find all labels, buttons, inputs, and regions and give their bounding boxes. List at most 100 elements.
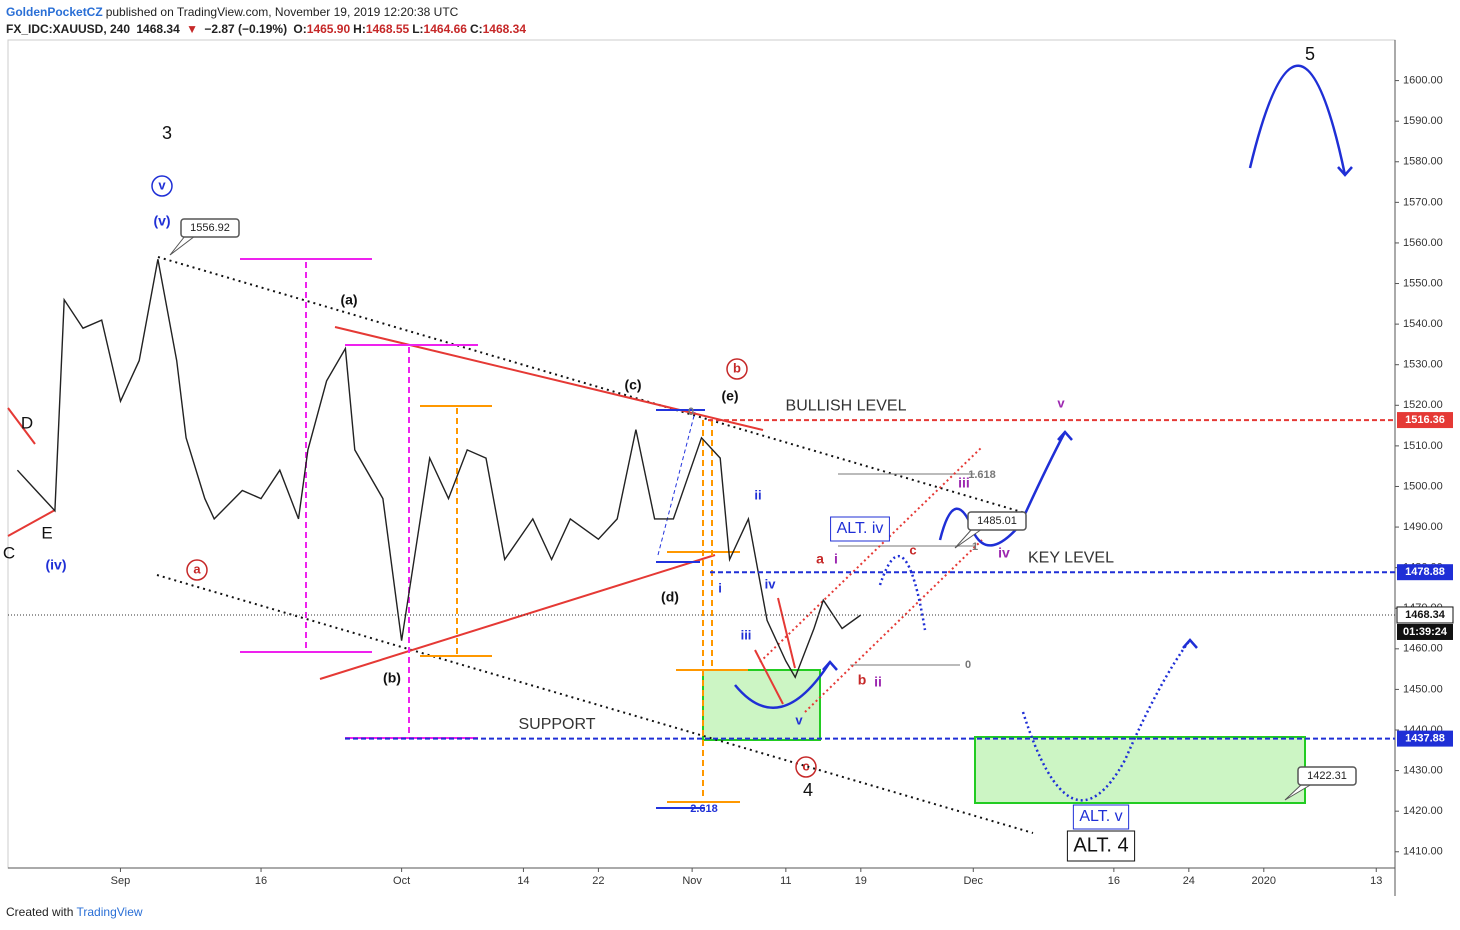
- wave-label: ii: [874, 674, 882, 690]
- ohlc-value: 1464.66: [423, 22, 467, 36]
- trendline: [156, 574, 1034, 834]
- wave-label: (e): [721, 388, 738, 404]
- alt-target-zone: [974, 736, 1306, 804]
- x-tick-label: Dec: [963, 875, 983, 887]
- wave-label: 5: [1305, 44, 1315, 64]
- arrow-head: [822, 660, 838, 671]
- x-tick-label: 24: [1183, 875, 1195, 887]
- x-tick-label: Sep: [111, 875, 131, 887]
- price-tag: [1397, 564, 1453, 581]
- y-tick-label: 1520.00: [1403, 399, 1443, 411]
- wave-label: ALT. iv: [837, 520, 884, 537]
- triangle-line: [777, 597, 796, 669]
- y-tick-label: 1510.00: [1403, 440, 1443, 452]
- price-tag-label: 1516.36: [1405, 414, 1445, 426]
- wave-label: a: [816, 551, 824, 567]
- wave-label: (a): [340, 292, 357, 308]
- trendline: [157, 256, 1026, 514]
- callout-box: [1297, 766, 1357, 786]
- footer-brand[interactable]: TradingView: [76, 905, 143, 919]
- price-tag: [1396, 606, 1454, 624]
- wave-label: c: [909, 542, 916, 557]
- header-line-1: GoldenPocketCZ published on TradingView.c…: [6, 5, 461, 19]
- level-label: KEY LEVEL: [1028, 549, 1114, 566]
- triangle-line: [319, 554, 716, 680]
- wave-circle: [726, 358, 748, 380]
- y-tick-label: 1570.00: [1403, 196, 1443, 208]
- wave-label: 1.618: [968, 469, 996, 481]
- wave-label: ALT. 4: [1073, 834, 1128, 856]
- callout-pointer: [169, 235, 196, 256]
- wave-label: i: [834, 551, 838, 567]
- y-tick-label: 1530.00: [1403, 359, 1443, 371]
- ohlc-value: 1468.34: [482, 22, 526, 36]
- ohlc-label: H:: [353, 22, 366, 36]
- wave-label: (c): [624, 377, 641, 393]
- wave-circle: [795, 756, 817, 778]
- wave-label: b: [733, 360, 741, 375]
- wave-label: c: [802, 758, 809, 773]
- channel-line: [804, 539, 983, 713]
- label-box: [830, 516, 890, 542]
- y-tick-label: 1460.00: [1403, 643, 1443, 655]
- wave-label: iii: [741, 627, 752, 642]
- ohlc: O:1465.90 H:1468.55 L:1464.66 C:1468.34: [293, 22, 529, 36]
- wave-label: iv: [765, 576, 777, 591]
- countdown: 01:39:24: [1403, 626, 1448, 638]
- y-tick-label: 1540.00: [1403, 318, 1443, 330]
- wave-label: (v): [153, 213, 170, 229]
- wave-label: v: [1057, 395, 1065, 410]
- y-tick-label: 1450.00: [1403, 683, 1443, 695]
- wave-label: 0: [965, 659, 971, 671]
- x-tick-label: 22: [592, 875, 604, 887]
- x-tick-label: 19: [855, 875, 867, 887]
- footer: Created with TradingView: [6, 905, 143, 919]
- wave-label: D: [21, 413, 33, 432]
- header-line-2: FX_IDC:XAUUSD, 240 1468.34 ▼ −2.87 (−0.1…: [6, 22, 532, 36]
- footer-text: Created with: [6, 905, 74, 919]
- y-tick-label: 1410.00: [1403, 846, 1443, 858]
- level-label: SUPPORT: [518, 716, 595, 733]
- price-tag: [1397, 412, 1453, 429]
- price-tag-label: 1468.34: [1405, 609, 1446, 621]
- y-tick-label: 1580.00: [1403, 156, 1443, 168]
- wave-circle: [186, 559, 208, 581]
- published: published on TradingView.com, November 1…: [105, 5, 459, 19]
- author: GoldenPocketCZ: [6, 5, 103, 19]
- callout-label: 1422.31: [1307, 770, 1347, 782]
- label-box: [1066, 830, 1136, 862]
- x-tick-label: Nov: [682, 875, 702, 887]
- wave-label: 0: [688, 406, 694, 418]
- ohlc-value: 1465.90: [306, 22, 351, 36]
- triangle-line: [754, 649, 784, 705]
- price-tag-label: 1437.88: [1405, 733, 1445, 745]
- ohlc-label: L:: [412, 22, 424, 36]
- callout-pointer: [954, 528, 983, 549]
- wave-label: iv: [998, 545, 1010, 561]
- fib-diagonal: [657, 411, 696, 556]
- price-tag-label: 1478.88: [1405, 566, 1445, 578]
- arrow-head: [1057, 430, 1073, 441]
- change-arrow: ▼: [186, 22, 198, 36]
- arrow-head: [1337, 166, 1353, 177]
- x-tick-label: 14: [517, 875, 529, 887]
- wave-label: (iv): [46, 557, 67, 573]
- channel-line: [759, 446, 983, 663]
- wave-label: ALT. v: [1079, 808, 1122, 825]
- change: −2.87 (−0.19%): [204, 22, 288, 36]
- wave-label: (d): [661, 589, 679, 605]
- wave-label: C: [3, 543, 15, 562]
- wave-label: v: [795, 712, 803, 727]
- wave-label: (b): [383, 670, 401, 686]
- symbol: FX_IDC:XAUUSD, 240: [6, 22, 131, 36]
- triangle-line: [7, 407, 36, 445]
- x-tick-label: 11: [780, 875, 791, 887]
- y-tick-label: 1500.00: [1403, 480, 1443, 492]
- y-tick-label: 1590.00: [1403, 115, 1443, 127]
- wave-circle: [151, 175, 173, 197]
- wave-label: E: [41, 523, 52, 542]
- projection: [1248, 64, 1347, 176]
- wave-label: 3: [162, 123, 172, 143]
- y-tick-label: 1430.00: [1403, 764, 1443, 776]
